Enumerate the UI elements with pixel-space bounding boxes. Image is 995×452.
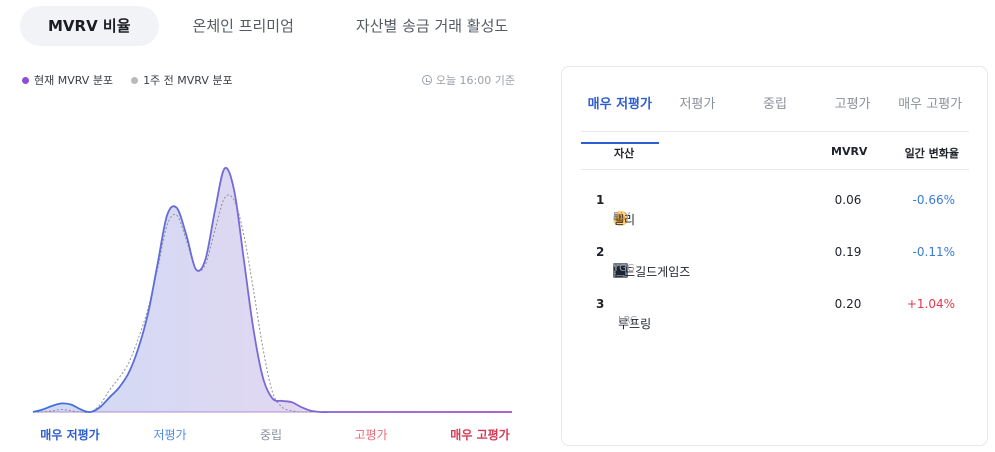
table-row[interactable]: 2 일드길드게임즈 YGG 0.19 -0.11% bbox=[581, 227, 969, 279]
tab-mvrv[interactable]: MVRV 비율 bbox=[20, 6, 159, 46]
legend-previous-label: 1주 전 MVRV 분포 bbox=[143, 74, 233, 87]
row-mvrv: 0.19 bbox=[834, 245, 862, 259]
table-header: 자산 MVRV 일간 변화율 bbox=[581, 132, 969, 170]
x-tick-label: 중립 bbox=[259, 428, 283, 442]
panel-tab-neutral[interactable]: 중립 bbox=[763, 97, 787, 112]
legend-current: 현재 MVRV 분포 bbox=[22, 72, 113, 88]
row-rank: 1 bbox=[596, 193, 605, 207]
row-change: -0.11% bbox=[912, 245, 955, 259]
row-change: -0.66% bbox=[912, 193, 955, 207]
x-axis-labels: 매우 저평가 저평가 중립 고평가 매우 고평가 bbox=[20, 426, 520, 446]
row-asset-name: 일드길드게임즈 bbox=[613, 265, 691, 279]
legend-previous: 1주 전 MVRV 분포 bbox=[131, 72, 233, 88]
legend-current-label: 현재 MVRV 분포 bbox=[34, 74, 114, 87]
tab-onchain-premium[interactable]: 온체인 프리미엄 bbox=[192, 17, 294, 35]
panel-tab-very-overvalued[interactable]: 매우 고평가 bbox=[898, 97, 963, 112]
x-tick-label: 매우 고평가 bbox=[450, 428, 510, 442]
x-tick-label: 고평가 bbox=[354, 428, 388, 442]
header-mvrv: MVRV bbox=[831, 145, 868, 158]
clock-icon bbox=[421, 75, 432, 85]
chart-legend: 현재 MVRV 분포 1주 전 MVRV 분포 bbox=[22, 72, 233, 88]
ranking-panel: 매우 저평가 저평가 중립 고평가 매우 고평가 자산 MVRV 일간 변화율 … bbox=[561, 66, 988, 446]
row-rank: 2 bbox=[596, 245, 605, 259]
header-asset: 자산 bbox=[614, 147, 635, 160]
timestamp-text: 오늘 16:00 기준 bbox=[435, 74, 515, 87]
timestamp: 오늘 16:00 기준 bbox=[421, 72, 515, 88]
rally-coin-icon bbox=[613, 211, 628, 226]
header-change: 일간 변화율 bbox=[904, 147, 959, 160]
panel-tab-undervalued[interactable]: 저평가 bbox=[679, 97, 716, 112]
row-rank: 3 bbox=[596, 297, 605, 311]
legend-previous-dot bbox=[131, 76, 139, 84]
x-tick-label: 매우 저평가 bbox=[40, 428, 100, 442]
table-row[interactable]: 3 루프링 LRC 0.20 +1.04% bbox=[581, 279, 969, 331]
table-row[interactable]: 1 랠리 RLY 0.06 -0.66% bbox=[581, 175, 969, 227]
x-tick-label: 저평가 bbox=[153, 428, 187, 442]
row-mvrv: 0.06 bbox=[834, 193, 862, 207]
row-ticker: RLY bbox=[613, 211, 631, 222]
main-tabs: MVRV 비율 온체인 프리미엄 자산별 송금 거래 활성도 bbox=[20, 6, 536, 46]
row-asset-name: 루프링 bbox=[618, 317, 652, 331]
row-ticker: YGG bbox=[613, 263, 635, 274]
tab-transfer-activity[interactable]: 자산별 송금 거래 활성도 bbox=[355, 17, 509, 35]
legend-current-dot bbox=[22, 76, 29, 84]
ygg-coin-icon bbox=[613, 263, 628, 278]
panel-tab-overvalued[interactable]: 고평가 bbox=[834, 97, 871, 112]
mvrv-distribution-chart bbox=[32, 166, 512, 414]
row-change: +1.04% bbox=[906, 297, 955, 311]
current-distribution-line bbox=[32, 166, 512, 413]
row-ticker: LRC bbox=[618, 315, 638, 326]
panel-tabs: 매우 저평가 저평가 중립 고평가 매우 고평가 bbox=[581, 94, 969, 144]
panel-tab-very-undervalued[interactable]: 매우 저평가 bbox=[581, 94, 659, 144]
row-asset-name: 랠리 bbox=[613, 213, 636, 227]
previous-distribution-line bbox=[32, 194, 512, 414]
row-mvrv: 0.20 bbox=[834, 297, 862, 311]
current-distribution-area bbox=[33, 167, 512, 413]
